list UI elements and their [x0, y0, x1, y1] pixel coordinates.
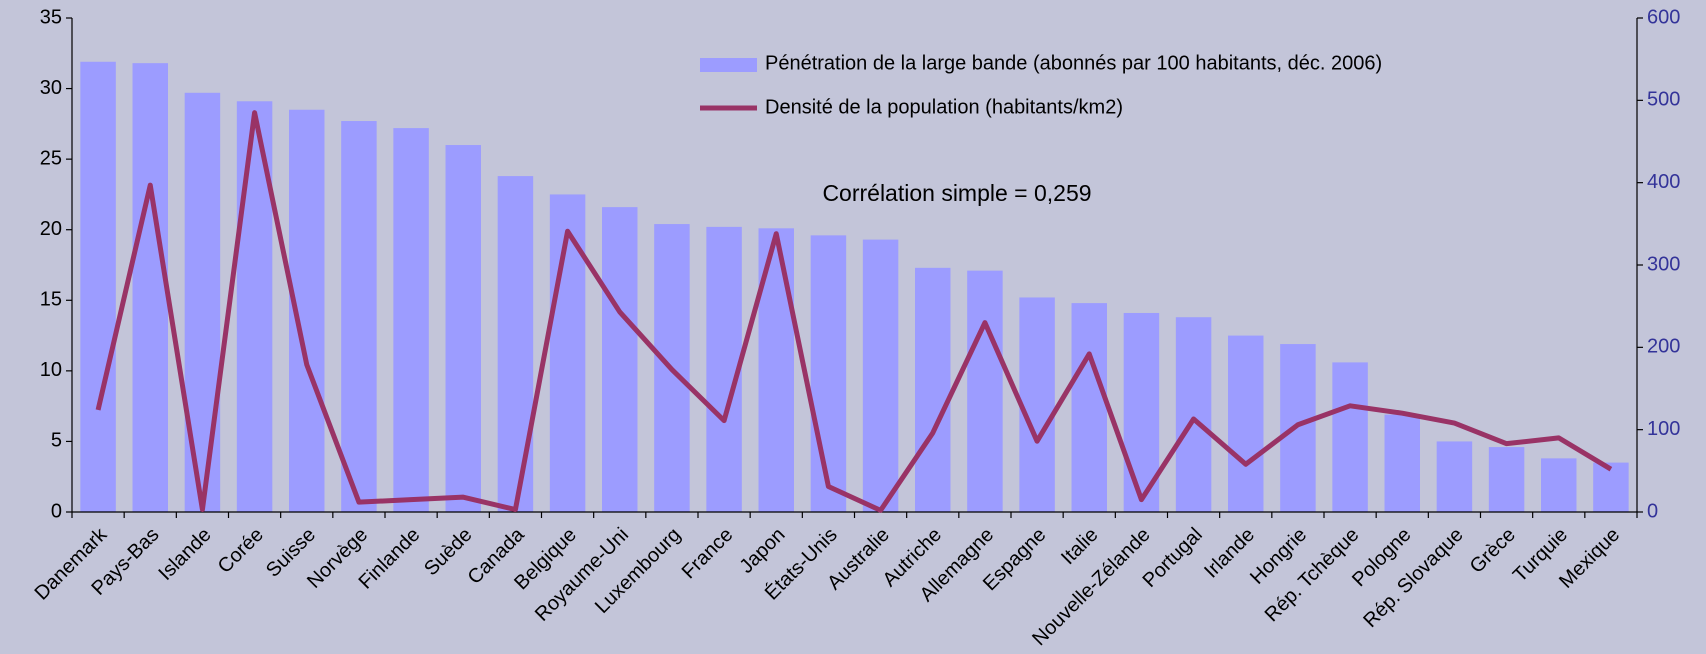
bar	[184, 92, 221, 512]
bar	[1384, 414, 1420, 512]
bar	[497, 176, 534, 512]
bar	[602, 207, 638, 513]
y-tick-label: 20	[40, 218, 62, 240]
bar	[132, 63, 168, 513]
bar	[915, 267, 951, 512]
bar	[862, 239, 899, 512]
y2-tick-label: 400	[1647, 171, 1680, 193]
y-tick-label: 0	[51, 500, 62, 522]
y-tick-label: 25	[40, 147, 62, 169]
bar	[80, 61, 116, 513]
bar	[1280, 344, 1316, 512]
y-tick-label: 35	[40, 6, 62, 28]
y-tick-label: 5	[51, 430, 62, 452]
y2-tick-label: 0	[1647, 500, 1658, 522]
legend-label: Densité de la population (habitants/km2)	[765, 96, 1123, 118]
y2-tick-label: 300	[1647, 253, 1680, 275]
legend-swatch-bar	[700, 58, 757, 72]
line	[95, 110, 1613, 513]
bar	[1593, 462, 1629, 512]
bar	[967, 270, 1003, 512]
bar	[1071, 303, 1107, 512]
bar	[1332, 362, 1368, 512]
y2-tick-label: 600	[1647, 6, 1680, 28]
y-tick-label: 30	[40, 77, 62, 99]
annotation: Corrélation simple = 0,259	[822, 180, 1091, 206]
bar	[1488, 447, 1525, 512]
y2-tick-label: 500	[1647, 89, 1680, 111]
y-tick-label: 15	[40, 289, 62, 311]
bar	[1436, 441, 1473, 512]
legend-label: Pénétration de la large bande (abonnés p…	[765, 52, 1382, 74]
bar	[393, 128, 429, 512]
bar	[445, 145, 481, 512]
bar	[341, 121, 377, 512]
bar	[810, 235, 847, 513]
bar	[1019, 297, 1055, 512]
bar	[1228, 335, 1264, 512]
bar	[1541, 458, 1577, 512]
y2-tick-label: 200	[1647, 336, 1680, 358]
bar	[1175, 317, 1212, 512]
y-tick-label: 10	[40, 359, 62, 381]
y2-tick-label: 100	[1647, 418, 1680, 440]
